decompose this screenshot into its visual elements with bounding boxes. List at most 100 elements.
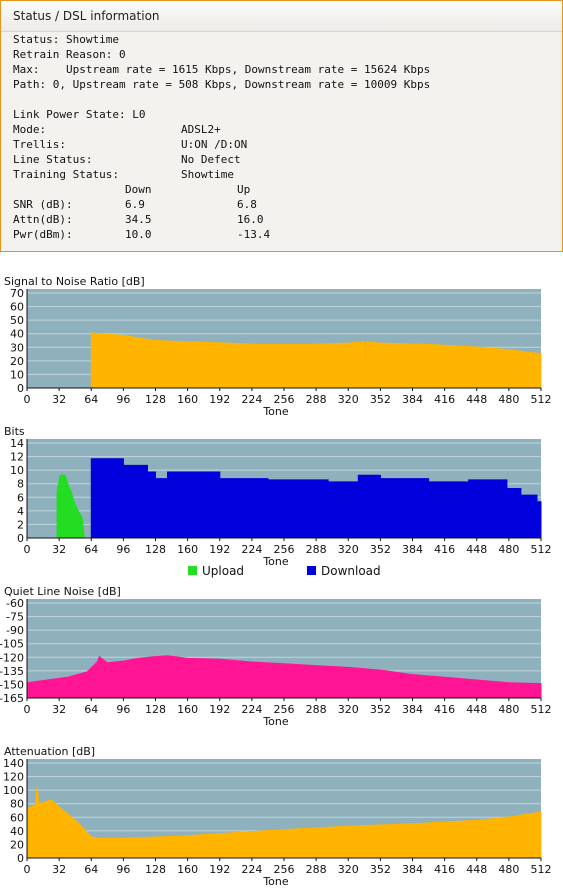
y-tick-label: -90 <box>6 624 24 637</box>
y-tick-label: 60 <box>10 301 24 314</box>
legend-label: Download <box>321 564 381 578</box>
x-tick-label: 480 <box>498 393 519 406</box>
y-tick-label: 70 <box>10 287 24 300</box>
training-status-label: Training Status: <box>13 168 119 181</box>
panel-header: Status / DSL information <box>1 0 562 32</box>
x-tick-label: 448 <box>466 863 487 876</box>
x-tick-label: 320 <box>338 703 359 716</box>
snr-row-label: SNR (dB): <box>13 198 73 211</box>
x-tick-label: 96 <box>116 863 130 876</box>
x-tick-label: 512 <box>531 393 552 406</box>
x-tick-label: 384 <box>402 703 423 716</box>
y-tick-label: 14 <box>10 437 24 450</box>
x-tick-label: 512 <box>531 863 552 876</box>
y-tick-label: -105 <box>0 638 24 651</box>
y-tick-label: -120 <box>0 651 24 664</box>
snr-row-down: 6.9 <box>125 198 145 211</box>
y-tick-label: 10 <box>10 464 24 477</box>
x-tick-label: 128 <box>145 543 166 556</box>
y-tick-label: 0 <box>17 852 24 865</box>
y-tick-label: 20 <box>10 838 24 851</box>
x-tick-label: 64 <box>84 863 98 876</box>
x-tick-label: 320 <box>338 393 359 406</box>
table-header-down: Down <box>125 183 152 196</box>
line-status-label: Line Status: <box>13 153 93 166</box>
series-area-0 <box>90 331 542 389</box>
status-line: Status: Showtime <box>13 33 119 46</box>
x-tick-label: 320 <box>338 543 359 556</box>
link-power-state: Link Power State: L0 <box>13 108 146 121</box>
x-tick-label: 288 <box>306 543 327 556</box>
y-tick-label: 12 <box>10 451 24 464</box>
chart-title: Signal to Noise Ratio [dB] <box>4 275 145 288</box>
x-tick-label: 32 <box>52 393 66 406</box>
y-tick-label: 140 <box>3 757 24 770</box>
x-tick-label: 64 <box>84 393 98 406</box>
x-tick-label: 128 <box>145 703 166 716</box>
trellis-label: Trellis: <box>13 138 66 151</box>
x-tick-label: 352 <box>370 393 391 406</box>
max-rate-line: Max: Upstream rate = 1615 Kbps, Downstre… <box>13 63 431 76</box>
y-tick-label: 20 <box>10 355 24 368</box>
y-tick-label: 60 <box>10 811 24 824</box>
path-rate-line: Path: 0, Upstream rate = 508 Kbps, Downs… <box>13 78 431 91</box>
x-axis-label: Tone <box>262 405 289 418</box>
x-tick-label: 96 <box>116 393 130 406</box>
x-tick-label: 128 <box>145 393 166 406</box>
y-tick-label: 120 <box>3 771 24 784</box>
x-tick-label: 0 <box>24 863 31 876</box>
x-tick-label: 128 <box>145 863 166 876</box>
x-tick-label: 160 <box>177 863 198 876</box>
x-tick-label: 32 <box>52 543 66 556</box>
x-tick-label: 256 <box>274 393 295 406</box>
attn-row-label: Attn(dB): <box>13 213 73 226</box>
series-area-0 <box>56 474 85 539</box>
dsl-info-panel: Status / DSL information Status: Showtim… <box>0 0 563 252</box>
x-tick-label: 192 <box>209 393 230 406</box>
x-axis-label: Tone <box>262 715 289 728</box>
x-tick-label: 160 <box>177 703 198 716</box>
y-tick-label: 2 <box>17 518 24 531</box>
x-tick-label: 448 <box>466 393 487 406</box>
x-tick-label: 288 <box>306 703 327 716</box>
plot-background <box>27 759 541 858</box>
x-tick-label: 384 <box>402 543 423 556</box>
pwr-row-up: -13.4 <box>237 228 271 241</box>
x-tick-label: 352 <box>370 703 391 716</box>
chart-snr: Signal to Noise Ratio [dB]70605040302010… <box>4 275 552 418</box>
y-tick-label: -75 <box>6 611 24 624</box>
mode-label: Mode: <box>13 123 47 136</box>
y-tick-label: 0 <box>17 382 24 395</box>
x-tick-label: 416 <box>434 393 455 406</box>
series-area-0 <box>26 786 542 859</box>
pwr-row-down: 10.0 <box>125 228 152 241</box>
y-tick-label: 8 <box>17 478 24 491</box>
chart-title: Quiet Line Noise [dB] <box>4 585 121 598</box>
x-tick-label: 288 <box>306 863 327 876</box>
x-tick-label: 224 <box>241 393 262 406</box>
x-tick-label: 448 <box>466 703 487 716</box>
y-tick-label: -165 <box>0 692 24 705</box>
x-tick-label: 256 <box>274 703 295 716</box>
x-tick-label: 192 <box>209 863 230 876</box>
x-tick-label: 0 <box>24 393 31 406</box>
y-tick-label: 4 <box>17 505 24 518</box>
x-tick-label: 192 <box>209 543 230 556</box>
x-tick-label: 416 <box>434 543 455 556</box>
x-tick-label: 512 <box>531 703 552 716</box>
training-status-value: Showtime <box>181 168 234 181</box>
x-tick-label: 256 <box>274 863 295 876</box>
chart-qln: Quiet Line Noise [dB]-60-75-90-105-120-1… <box>0 585 552 728</box>
x-tick-label: 224 <box>241 543 262 556</box>
x-tick-label: 32 <box>52 703 66 716</box>
y-tick-label: 50 <box>10 314 24 327</box>
x-tick-label: 256 <box>274 543 295 556</box>
legend-swatch <box>307 566 316 575</box>
plot-background <box>27 289 541 388</box>
x-tick-label: 288 <box>306 393 327 406</box>
retrain-reason-line: Retrain Reason: 0 <box>13 48 126 61</box>
x-tick-label: 416 <box>434 703 455 716</box>
chart-title: Bits <box>4 425 25 438</box>
x-tick-label: 0 <box>24 543 31 556</box>
panel-title: Status / DSL information <box>13 9 160 23</box>
